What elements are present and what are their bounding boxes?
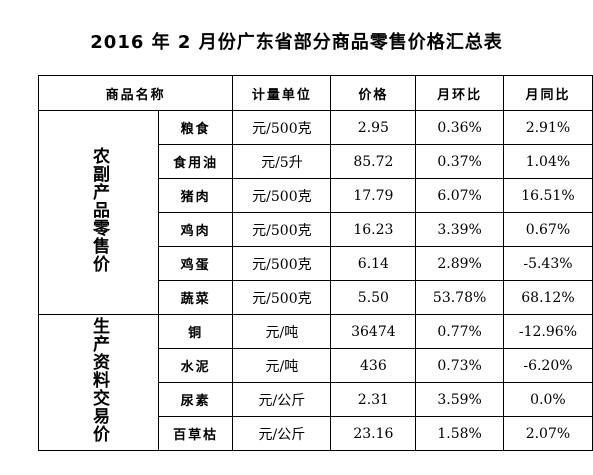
cell: 元/500克 bbox=[232, 212, 332, 247]
cell: 5.50 bbox=[330, 280, 417, 315]
cell: 53.78% bbox=[415, 280, 504, 315]
group-label: 农副产品零售价 bbox=[89, 147, 109, 273]
table-row: 猪肉 元/500克 17.79 6.07% 16.51% bbox=[39, 178, 593, 213]
table-body: 商品名称 计量单位 价格 月环比 月同比 农副产品零售价 粮食 元/500克 2.95 0.36%… bbox=[37, 75, 593, 451]
cell: 元/500克 bbox=[232, 178, 332, 213]
cell: 85.72 bbox=[330, 144, 417, 179]
column-header: 月环比 bbox=[415, 75, 504, 111]
cell: 元/500克 bbox=[232, 110, 332, 145]
cell: 0.77% bbox=[415, 314, 504, 349]
cell: 2.95 bbox=[330, 110, 417, 145]
item-name: 百草枯 bbox=[157, 416, 234, 451]
group-label-cell: 农副产品零售价 bbox=[38, 110, 159, 315]
table-row: 蔬菜 元/500克 5.50 53.78% 68.12% bbox=[39, 280, 593, 315]
cell: 16.23 bbox=[330, 212, 417, 247]
cell: 6.07% bbox=[415, 178, 504, 213]
cell: 36474 bbox=[330, 314, 417, 349]
item-name: 尿素 bbox=[157, 382, 234, 417]
cell: 2.91% bbox=[502, 110, 593, 145]
cell: 元/公斤 bbox=[232, 416, 332, 451]
cell: 1.04% bbox=[502, 144, 593, 179]
column-header: 商品名称 bbox=[37, 75, 234, 111]
cell: 23.16 bbox=[330, 416, 417, 451]
group-label: 生产资料交易价 bbox=[89, 317, 109, 443]
item-name: 蔬菜 bbox=[157, 280, 234, 315]
cell: -6.20% bbox=[502, 348, 593, 383]
cell: 1.58% bbox=[415, 416, 504, 451]
cell: 0.67% bbox=[502, 212, 593, 247]
cell: 3.39% bbox=[415, 212, 504, 247]
item-name: 粮食 bbox=[157, 110, 234, 145]
cell: 436 bbox=[330, 348, 417, 383]
cell: 2.07% bbox=[502, 416, 593, 451]
item-name: 猪肉 bbox=[157, 178, 234, 213]
cell: -5.43% bbox=[502, 246, 593, 281]
item-name: 食用油 bbox=[157, 144, 234, 179]
item-name: 铜 bbox=[157, 314, 234, 349]
table-row: 百草枯 元/公斤 23.16 1.58% 2.07% bbox=[39, 416, 593, 451]
column-header: 价格 bbox=[330, 75, 417, 111]
table-row: 食用油 元/5升 85.72 0.37% 1.04% bbox=[39, 144, 593, 179]
cell: 元/500克 bbox=[232, 280, 332, 315]
cell: 元/吨 bbox=[232, 348, 332, 383]
cell: 16.51% bbox=[502, 178, 593, 213]
cell: 0.36% bbox=[415, 110, 504, 145]
cell: 0.37% bbox=[415, 144, 504, 179]
column-header: 月同比 bbox=[502, 75, 593, 111]
cell: 0.0% bbox=[502, 382, 593, 417]
cell: 68.12% bbox=[502, 280, 593, 315]
cell: 3.59% bbox=[415, 382, 504, 417]
price-table: 商品名称 计量单位 价格 月环比 月同比 农副产品零售价 粮食 元/500克 2.95 0.36%… bbox=[37, 75, 593, 451]
cell: 元/5升 bbox=[232, 144, 332, 179]
title: 2016 年 2 月份广东省部分商品零售价格汇总表 bbox=[90, 32, 503, 53]
table-row: 水泥 元/吨 436 0.73% -6.20% bbox=[39, 348, 593, 383]
cell: 17.79 bbox=[330, 178, 417, 213]
item-name: 鸡蛋 bbox=[157, 246, 234, 281]
item-name: 水泥 bbox=[157, 348, 234, 383]
cell: 元/吨 bbox=[232, 314, 332, 349]
cell: 0.73% bbox=[415, 348, 504, 383]
table-row: 鸡肉 元/500克 16.23 3.39% 0.67% bbox=[39, 212, 593, 247]
table-row: 生产资料交易价 铜元/吨 36474 0.77% -12.96% bbox=[38, 314, 593, 451]
cell: 6.14 bbox=[330, 246, 417, 281]
cell: 元/公斤 bbox=[232, 382, 332, 417]
cell: 元/500克 bbox=[232, 246, 332, 281]
table-row: 农副产品零售价 粮食 元/500克 2.95 0.36% 2.91% bbox=[38, 110, 593, 315]
cell: 2.31 bbox=[330, 382, 417, 417]
cell: 2.89% bbox=[415, 246, 504, 281]
group-label-cell: 生产资料交易价 bbox=[38, 314, 159, 451]
header-row: 商品名称 计量单位 价格 月环比 月同比 bbox=[37, 75, 593, 111]
column-header: 计量单位 bbox=[232, 75, 332, 111]
item-name: 鸡肉 bbox=[157, 212, 234, 247]
cell: -12.96% bbox=[502, 314, 593, 349]
table-row: 鸡蛋 元/500克 6.14 2.89% -5.43% bbox=[39, 246, 593, 281]
